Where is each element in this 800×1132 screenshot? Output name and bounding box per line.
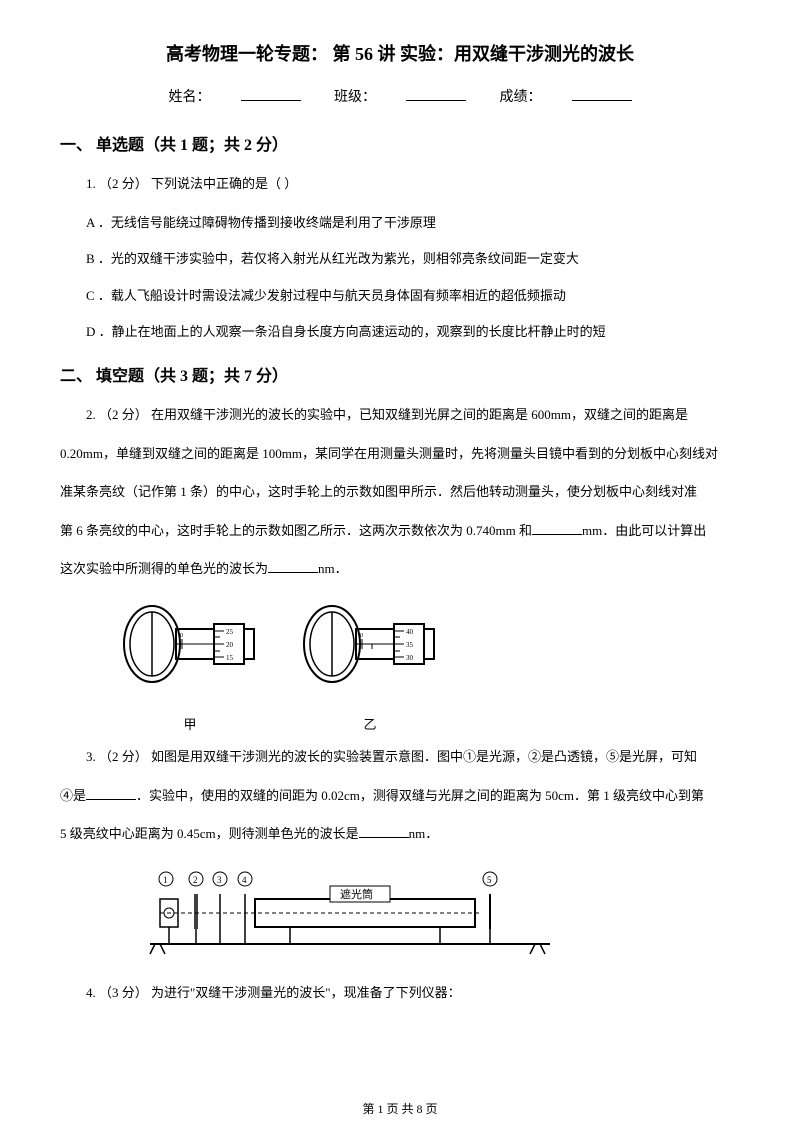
svg-text:5: 5 bbox=[487, 875, 492, 885]
score-blank bbox=[572, 87, 632, 101]
svg-text:3: 3 bbox=[217, 875, 222, 885]
score-label: 成绩： bbox=[500, 90, 542, 105]
q2-line5-b: nm． bbox=[318, 561, 348, 576]
svg-text:2: 2 bbox=[193, 875, 198, 885]
fig-label-b: 乙 bbox=[363, 714, 376, 733]
name-label: 姓名： bbox=[169, 90, 211, 105]
q3-line3-b: nm． bbox=[409, 826, 439, 841]
q2-line5: 这次实验中所测得的单色光的波长为 nm． bbox=[60, 555, 740, 584]
page-footer: 第 1 页 共 8 页 bbox=[0, 1100, 800, 1117]
q3-line3: 5 级亮纹中心距离为 0.45cm，则待测单色光的波长是 nm． bbox=[60, 820, 740, 849]
q2-line5-a: 这次实验中所测得的单色光的波长为 bbox=[60, 561, 268, 576]
page-title: 高考物理一轮专题： 第 56 讲 实验：用双缝干涉测光的波长 bbox=[60, 40, 740, 66]
svg-text:0: 0 bbox=[360, 633, 363, 639]
q1-option-a: A ．无线信号能绕过障碍物传播到接收终端是利用了干涉原理 bbox=[86, 209, 740, 238]
micrometer-figures: 0 25 20 15 甲 0 bbox=[120, 599, 740, 733]
svg-text:1: 1 bbox=[163, 875, 168, 885]
q2-blank1 bbox=[532, 534, 582, 535]
q2-line4: 第 6 条亮纹的中心，这时手轮上的示数如图乙所示．这两次示数依次为 0.740m… bbox=[60, 517, 740, 546]
micrometer-a: 0 25 20 15 甲 bbox=[120, 599, 260, 733]
q2-line4-b: mm．由此可以计算出 bbox=[582, 523, 706, 538]
q3-line3-a: 5 级亮纹中心距离为 0.45cm，则待测单色光的波长是 bbox=[60, 826, 359, 841]
svg-text:40: 40 bbox=[406, 628, 414, 636]
section-1-header: 一、 单选题（共 1 题；共 2 分） bbox=[60, 131, 740, 155]
micrometer-b-svg: 0 40 35 30 bbox=[300, 599, 440, 709]
class-label: 班级： bbox=[334, 90, 376, 105]
q1-option-c: C ．载人飞船设计时需设法减少发射过程中与航天员身体固有频率相近的超低频振动 bbox=[86, 282, 740, 311]
apparatus-svg: 1 2 3 4 遮光筒 5 bbox=[140, 864, 560, 959]
tube-label-text: 遮光筒 bbox=[340, 887, 373, 901]
apparatus-figure: 1 2 3 4 遮光筒 5 bbox=[140, 864, 740, 964]
info-line: 姓名： 班级： 成绩： bbox=[60, 86, 740, 106]
q1-option-b: B ．光的双缝干涉实验中，若仅将入射光从红光改为紫光，则相邻亮条纹间距一定变大 bbox=[86, 245, 740, 274]
q3-blank2 bbox=[359, 837, 409, 838]
q2-line3: 准某条亮纹（记作第 1 条）的中心，这时手轮上的示数如图甲所示．然后他转动测量头… bbox=[60, 478, 740, 507]
svg-text:20: 20 bbox=[226, 641, 234, 649]
q3-line2: ④是 ．实验中，使用的双缝的间距为 0.02cm，测得双缝与光屏之间的距离为 50… bbox=[60, 782, 740, 811]
q3-line1: 3. （2 分） 如图是用双缝干涉测光的波长的实验装置示意图．图中①是光源，②是… bbox=[60, 743, 740, 772]
q3-line2-b: ．实验中，使用的双缝的间距为 0.02cm，测得双缝与光屏之间的距离为 50cm… bbox=[136, 788, 704, 803]
q3-line2-a: ④是 bbox=[60, 788, 86, 803]
svg-text:4: 4 bbox=[242, 875, 247, 885]
q2-blank2 bbox=[268, 572, 318, 573]
name-blank bbox=[241, 87, 301, 101]
svg-text:35: 35 bbox=[406, 641, 414, 649]
q1-option-d: D ．静止在地面上的人观察一条沿自身长度方向高速运动的，观察到的长度比杆静止时的… bbox=[86, 318, 740, 347]
fig-label-a: 甲 bbox=[183, 714, 196, 733]
micrometer-a-svg: 0 25 20 15 bbox=[120, 599, 260, 709]
micrometer-b: 0 40 35 30 乙 bbox=[300, 599, 440, 733]
svg-text:25: 25 bbox=[226, 628, 234, 636]
q1-stem: 1. （2 分） 下列说法中正确的是（ ） bbox=[60, 170, 740, 199]
svg-text:0: 0 bbox=[180, 633, 183, 639]
q2-line2: 0.20mm，单缝到双缝之间的距离是 100mm，某同学在用测量头测量时，先将测… bbox=[60, 440, 740, 469]
q2-line4-a: 第 6 条亮纹的中心，这时手轮上的示数如图乙所示．这两次示数依次为 0.740m… bbox=[60, 523, 532, 538]
svg-text:15: 15 bbox=[226, 654, 234, 662]
class-blank bbox=[406, 87, 466, 101]
svg-text:30: 30 bbox=[406, 654, 414, 662]
q2-line1: 2. （2 分） 在用双缝干涉测光的波长的实验中，已知双缝到光屏之间的距离是 6… bbox=[60, 401, 740, 430]
q3-blank1 bbox=[86, 799, 136, 800]
section-2-header: 二、 填空题（共 3 题；共 7 分） bbox=[60, 362, 740, 386]
q4-stem: 4. （3 分） 为进行"双缝干涉测量光的波长"，现准备了下列仪器： bbox=[60, 979, 740, 1008]
